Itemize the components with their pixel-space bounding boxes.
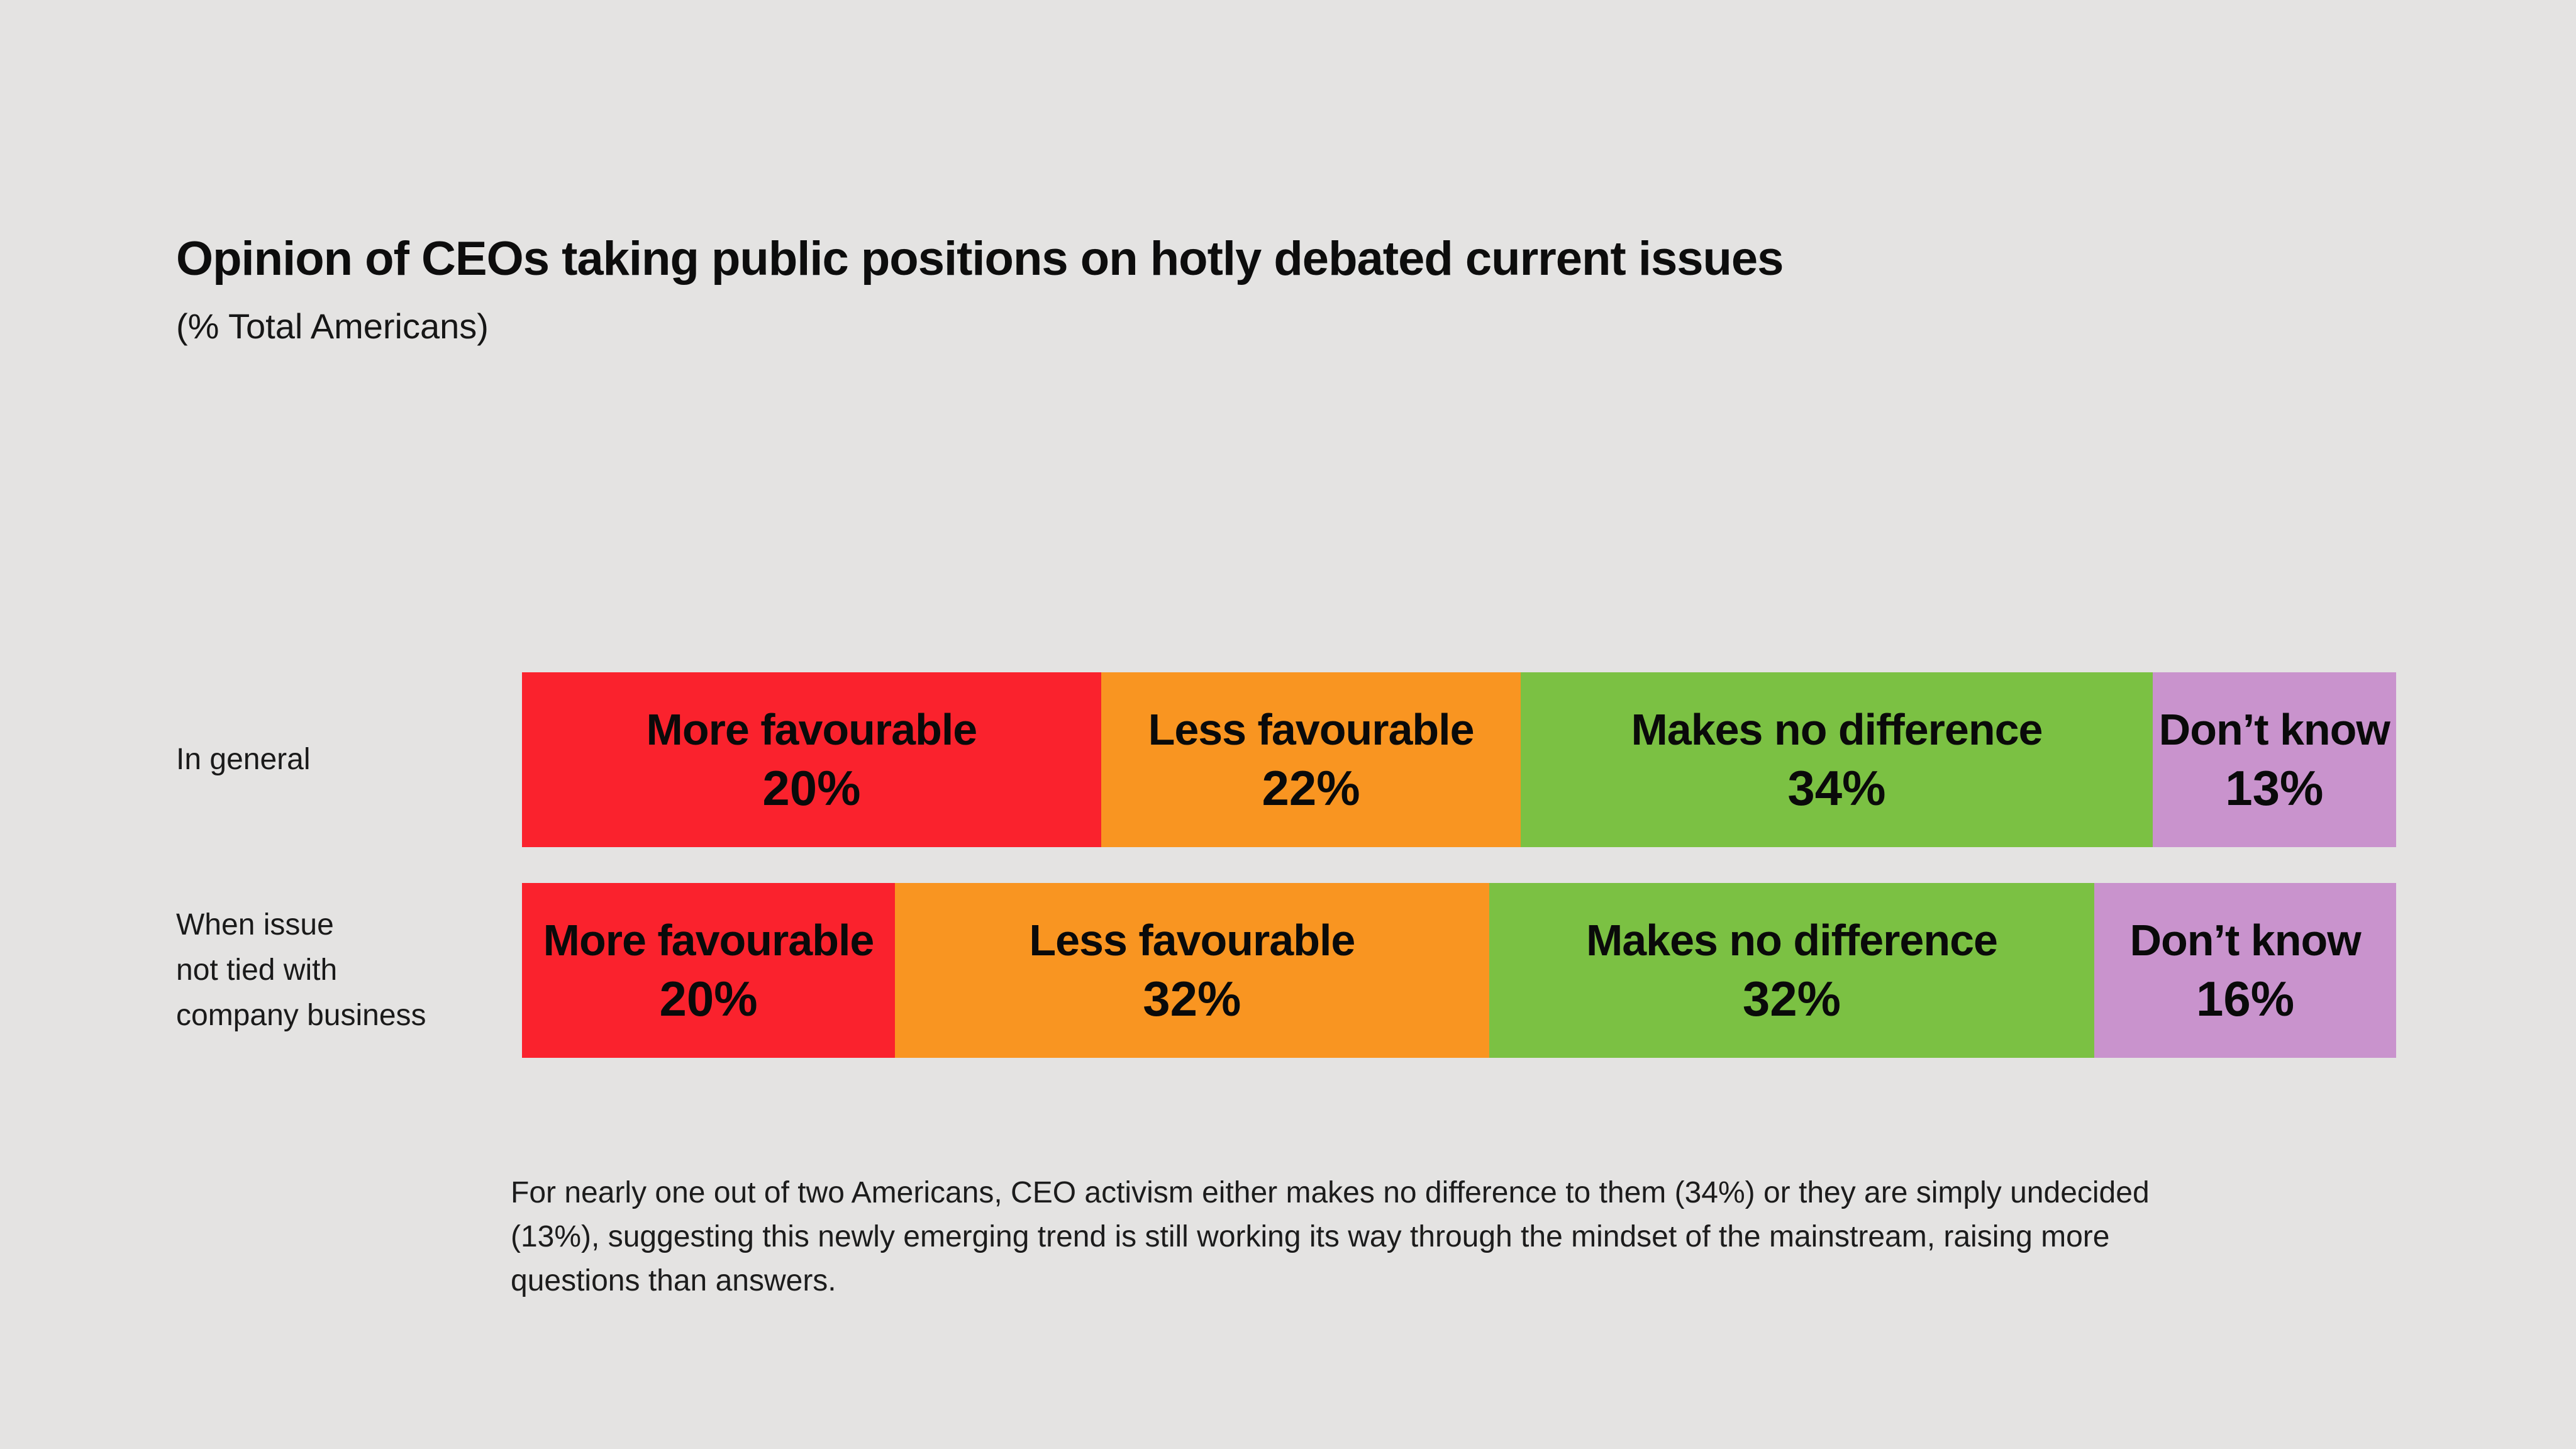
segment-value: 32% xyxy=(1143,971,1241,1026)
bar-segment-more-favourable: More favourable 20% xyxy=(522,672,1101,847)
segment-value: 13% xyxy=(2225,760,2324,816)
segment-value: 34% xyxy=(1787,760,1886,816)
segment-label: Less favourable xyxy=(1148,705,1475,754)
footnote-line: (13%), suggesting this newly emerging tr… xyxy=(511,1220,2110,1253)
segment-label: More favourable xyxy=(646,705,978,754)
segment-value: 20% xyxy=(659,971,758,1026)
chart-title: Opinion of CEOs taking public positions … xyxy=(176,232,1784,286)
row-label-line: When issue xyxy=(176,908,334,941)
segment-label: Don’t know xyxy=(2158,705,2390,754)
footnote-line: For nearly one out of two Americans, CEO… xyxy=(511,1176,2150,1209)
footnote-line: questions than answers. xyxy=(511,1264,836,1297)
bar-segment-less-favourable: Less favourable 32% xyxy=(895,883,1489,1058)
row-label-line: In general xyxy=(176,743,311,776)
stacked-bar-not-tied: More favourable 20% Less favourable 32% Make… xyxy=(522,883,2396,1058)
stacked-bar-in-general: More favourable 20% Less favourable 22% Make… xyxy=(522,672,2396,847)
segment-label: Don’t know xyxy=(2129,916,2361,965)
segment-value: 22% xyxy=(1262,760,1360,816)
segment-label: Makes no difference xyxy=(1631,705,2043,754)
segment-label: Makes no difference xyxy=(1585,916,1998,965)
segment-label: Less favourable xyxy=(1029,916,1355,965)
row-label-line: company business xyxy=(176,999,426,1032)
segment-value: 16% xyxy=(2196,971,2295,1026)
bar-segment-don-t-know: Don’t know 13% xyxy=(2152,672,2396,847)
row-label-line: not tied with xyxy=(176,953,338,987)
bar-segment-don-t-know: Don’t know 16% xyxy=(2094,883,2396,1058)
row-label-not-tied: When issue not tied with company busines… xyxy=(176,883,509,1058)
bar-segment-makes-no-difference: Makes no difference 34% xyxy=(1521,672,2153,847)
row-label-in-general: In general xyxy=(176,672,509,847)
chart-subtitle: (% Total Americans) xyxy=(176,306,489,346)
bar-segment-more-favourable: More favourable 20% xyxy=(522,883,896,1058)
bar-segment-less-favourable: Less favourable 22% xyxy=(1101,672,1521,847)
segment-value: 20% xyxy=(762,760,861,816)
footnote: For nearly one out of two Americans, CEO… xyxy=(511,1171,2150,1303)
segment-label: More favourable xyxy=(543,916,875,965)
segment-value: 32% xyxy=(1742,971,1841,1026)
bar-segment-makes-no-difference: Makes no difference 32% xyxy=(1489,883,2095,1058)
